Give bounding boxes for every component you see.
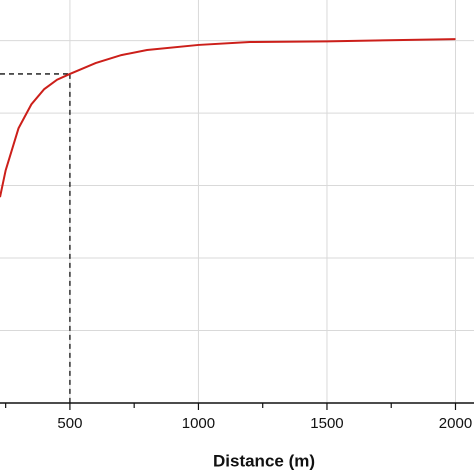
x-tick-label: 1500 [310,415,343,432]
x-tick-label: 500 [57,415,82,432]
x-tick-label: 1000 [182,415,215,432]
x-tick-label: 2000 [439,415,472,432]
line [0,38,456,198]
x-axis-label: Distance (m) [213,451,315,470]
